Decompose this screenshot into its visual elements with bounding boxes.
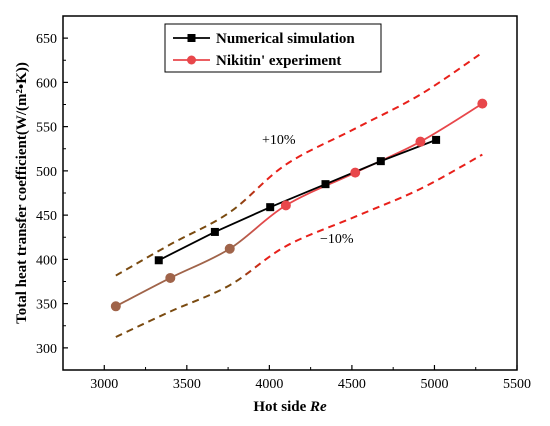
numerical-point xyxy=(376,157,385,166)
numerical-point xyxy=(321,180,330,189)
numerical-point xyxy=(432,135,441,144)
axis-ticks: 3000 3500 4000 4500 5000 5500 300 350 400 450 500 5… xyxy=(36,15,531,392)
numerical-point xyxy=(210,227,219,236)
x-tick-label: 3000 xyxy=(90,377,118,392)
x-tick-label: 4000 xyxy=(255,377,283,392)
experiment-point xyxy=(415,136,426,147)
experiment-point xyxy=(280,200,291,211)
numerical-point xyxy=(154,256,163,265)
y-tick-label: 350 xyxy=(36,298,57,313)
y-tick-label: 300 xyxy=(36,342,57,357)
legend-marker-experiment xyxy=(187,55,196,65)
y-tick-label: 400 xyxy=(36,253,57,268)
legend-box xyxy=(164,23,382,73)
y-tick-label: 650 xyxy=(36,32,57,47)
lower-bound-label: −10% xyxy=(320,232,354,247)
x-tick-label: 3500 xyxy=(173,377,201,392)
upper-bound-line xyxy=(115,51,483,277)
x-tick-label: 5000 xyxy=(420,377,448,392)
experiment-point xyxy=(224,243,235,254)
legend: Numerical simulation Nikitin' experiment xyxy=(164,23,382,73)
y-axis-title: Total heat transfer coefficient(W/(m²•K)… xyxy=(14,62,30,324)
numerical-point xyxy=(266,203,275,212)
y-tick-label: 550 xyxy=(36,121,57,136)
legend-marker-numerical xyxy=(187,34,196,42)
y-tick-label: 600 xyxy=(36,76,57,91)
x-tick-label: 5500 xyxy=(503,377,531,392)
x-axis-title-text: Hot side xyxy=(253,399,310,415)
upper-bound-label: +10% xyxy=(262,133,296,148)
lower-bound-line xyxy=(115,153,483,338)
y-tick-label: 450 xyxy=(36,209,57,224)
experiment-point xyxy=(477,98,488,109)
legend-entry-numerical: Numerical simulation xyxy=(173,31,355,47)
x-axis-title: Hot side Re xyxy=(253,399,327,415)
experiment-point xyxy=(110,301,121,312)
plot-area xyxy=(110,51,488,338)
y-tick-label: 500 xyxy=(36,165,57,180)
legend-entry-experiment: Nikitin' experiment xyxy=(173,53,341,69)
legend-label-experiment: Nikitin' experiment xyxy=(216,53,341,69)
numerical-line xyxy=(158,139,437,262)
experiment-point xyxy=(165,272,176,283)
x-tick-label: 4500 xyxy=(338,377,366,392)
experiment-point xyxy=(350,167,361,178)
x-axis-title-italic: Re xyxy=(309,399,327,415)
legend-label-numerical: Numerical simulation xyxy=(216,31,355,47)
